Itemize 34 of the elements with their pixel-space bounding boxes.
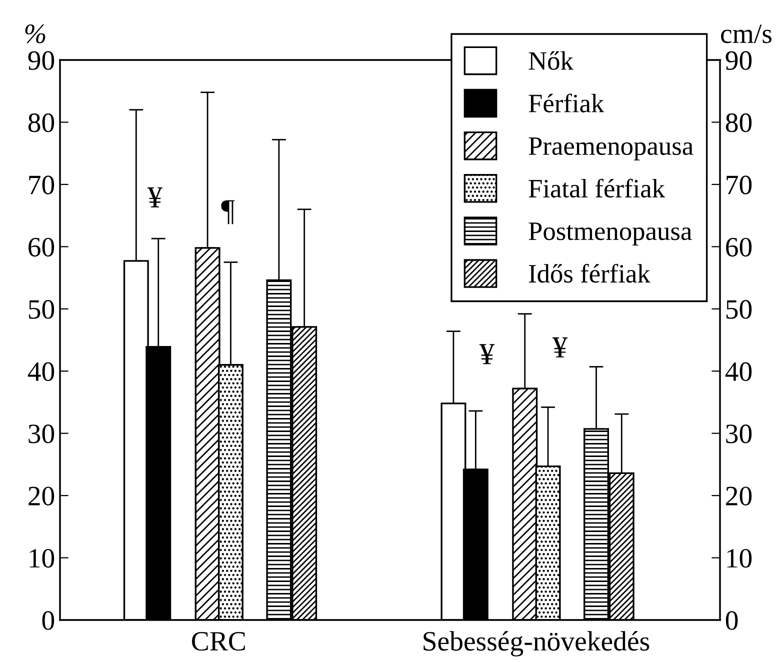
- legend-label: Férfiak: [528, 94, 604, 112]
- y2-tick-label: 40: [725, 362, 752, 382]
- legend-label: Nők: [528, 51, 574, 70]
- y-tick-label: 60: [28, 238, 54, 257]
- legend-label: Fiatal férfiak: [528, 178, 666, 198]
- annotation: ¥: [552, 337, 568, 358]
- y-tick-label: 10: [30, 548, 54, 568]
- y2-tick-label: 60: [726, 238, 752, 257]
- y2-tick-label: 70: [726, 176, 752, 194]
- y2-tick-label: 50: [726, 300, 752, 319]
- y-tick-label: 50: [28, 300, 54, 319]
- y-tick-label: 40: [28, 362, 54, 382]
- legend-label: Idős férfiak: [528, 264, 650, 283]
- legend-label: Praemenopausa: [528, 137, 694, 160]
- y-tick-label: 0: [42, 611, 54, 630]
- annotation: ¥: [147, 187, 163, 208]
- y-tick-label: 80: [28, 113, 54, 132]
- y-tick-label: 70: [29, 176, 54, 194]
- y2-tick-label: 80: [726, 113, 752, 132]
- y-tick-label: 90: [28, 51, 54, 70]
- annotation: ¶: [221, 200, 235, 224]
- y2-tick-label: 30: [726, 424, 752, 444]
- x-tick-label: Sebesség-növekedés: [424, 631, 650, 656]
- y-tick-label: 20: [28, 486, 54, 506]
- y-tick-label: 30: [28, 424, 54, 444]
- x-tick-label: CRC: [192, 632, 245, 651]
- y2-tick-label: 10: [727, 548, 752, 568]
- y2-axis-title: cm/s: [721, 24, 772, 44]
- y2-tick-label: 20: [726, 486, 752, 506]
- legend-label: Postmenopausa: [528, 222, 692, 246]
- y-axis-title: %: [25, 24, 46, 44]
- annotation: ¥: [479, 344, 495, 364]
- y2-tick-label: 0: [726, 611, 738, 630]
- y2-tick-label: 90: [726, 51, 752, 70]
